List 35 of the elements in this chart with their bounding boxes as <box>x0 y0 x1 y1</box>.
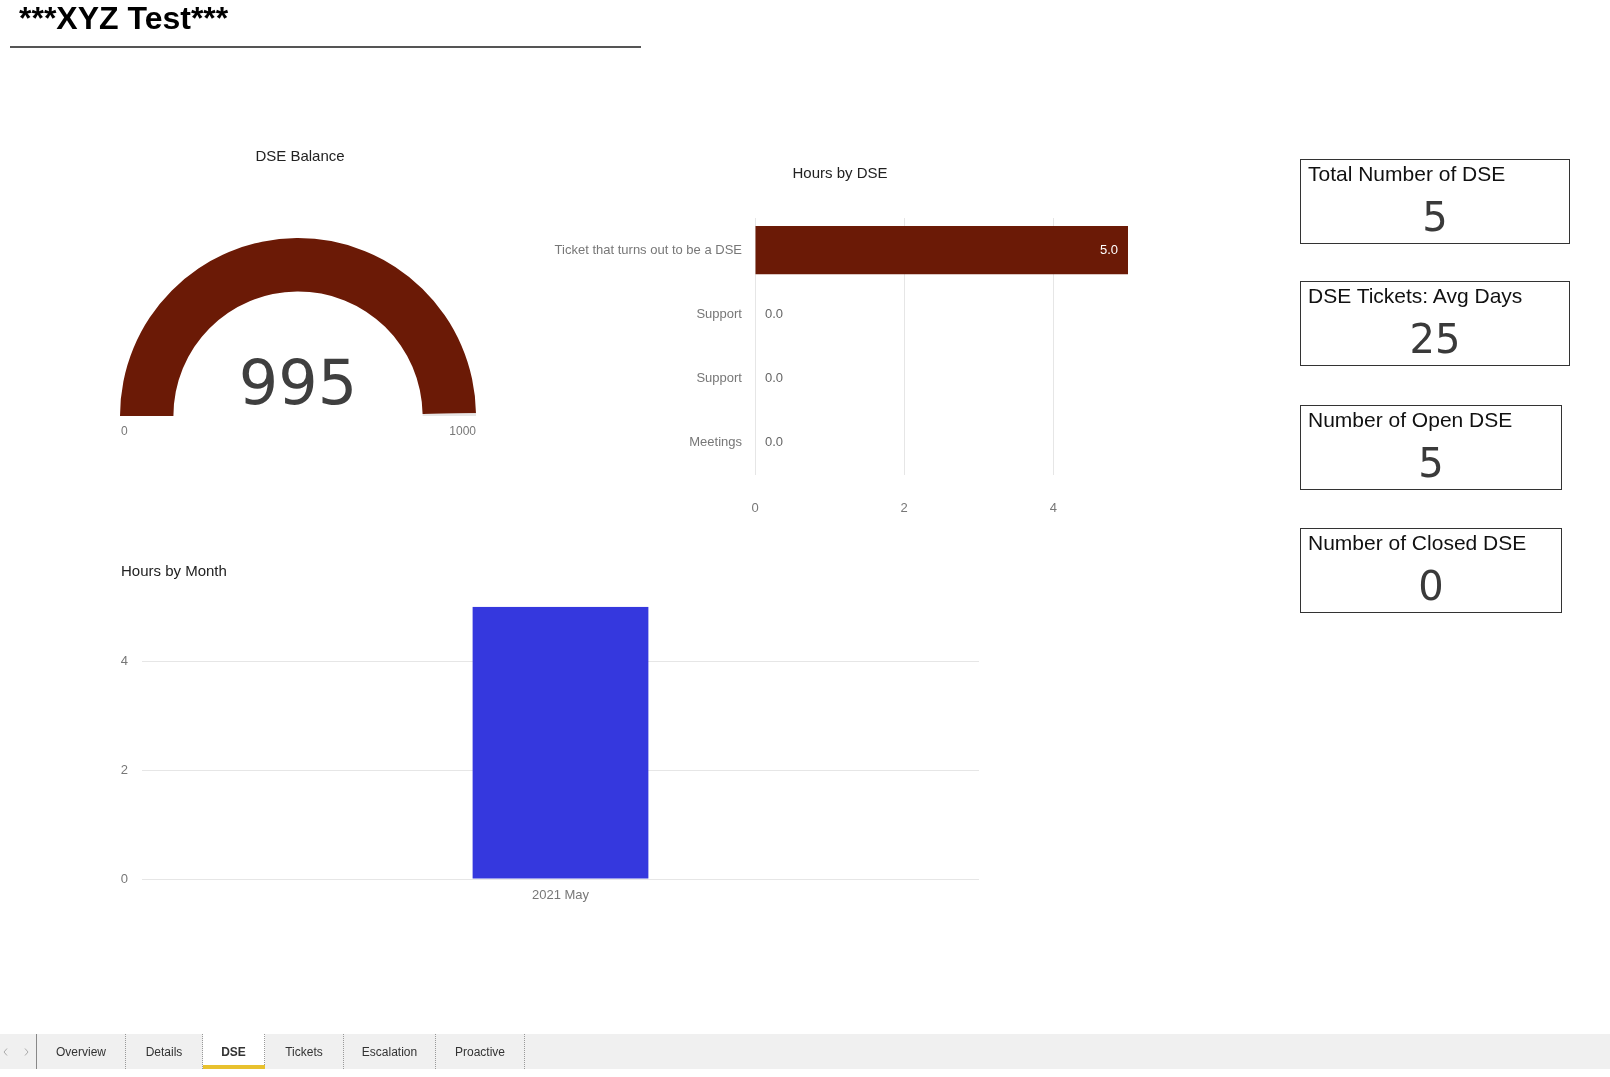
data-label: 25 <box>1408 316 1462 362</box>
y-tick-label: 2 <box>120 761 128 777</box>
x-tick-label: 2021 May <box>531 887 590 903</box>
y-tick-label: 4 <box>120 652 128 668</box>
category-label: Overview <box>37 1034 126 1069</box>
y-tick-label: Meetings <box>689 434 743 450</box>
y-tick-label: Ticket that turns out to be a DSE <box>554 241 743 257</box>
chart-title: Hours by Month <box>121 562 227 579</box>
chart-title: DSE Balance <box>254 147 346 164</box>
data-label: 0.0 <box>765 370 784 386</box>
data-label: 5 <box>1421 194 1449 240</box>
y-tick-label: 0 <box>120 870 128 886</box>
category-label: DSE Tickets: Avg Days <box>1308 284 1523 308</box>
text: 1000 <box>449 424 477 439</box>
y-tick-label: Support <box>696 370 743 386</box>
category-label: Proactive <box>436 1034 525 1069</box>
category-label: Details <box>126 1034 203 1069</box>
category-label: Escalation <box>344 1034 436 1069</box>
category-label: Number of Closed DSE <box>1308 531 1527 555</box>
text: ***XYZ Test*** <box>19 0 229 37</box>
data-label: 0.0 <box>765 305 784 321</box>
category-label: DSE <box>203 1034 265 1069</box>
category-label: Total Number of DSE <box>1308 162 1506 186</box>
category-label: Tickets <box>265 1034 344 1069</box>
category-label: Number of Open DSE <box>1308 408 1513 432</box>
y-tick-label: Support <box>696 305 743 321</box>
x-tick-label: 0 <box>751 500 759 516</box>
x-tick-label: 4 <box>1049 500 1058 516</box>
data-label: 0 <box>1417 563 1445 609</box>
data-label: 5.0 <box>1099 241 1118 257</box>
data-label: 5 <box>1417 440 1445 486</box>
x-tick-label: 2 <box>900 500 908 516</box>
chart-title: Hours by DSE <box>791 164 889 181</box>
data-label: 0.0 <box>765 434 784 450</box>
data-label: 995 <box>238 346 358 419</box>
